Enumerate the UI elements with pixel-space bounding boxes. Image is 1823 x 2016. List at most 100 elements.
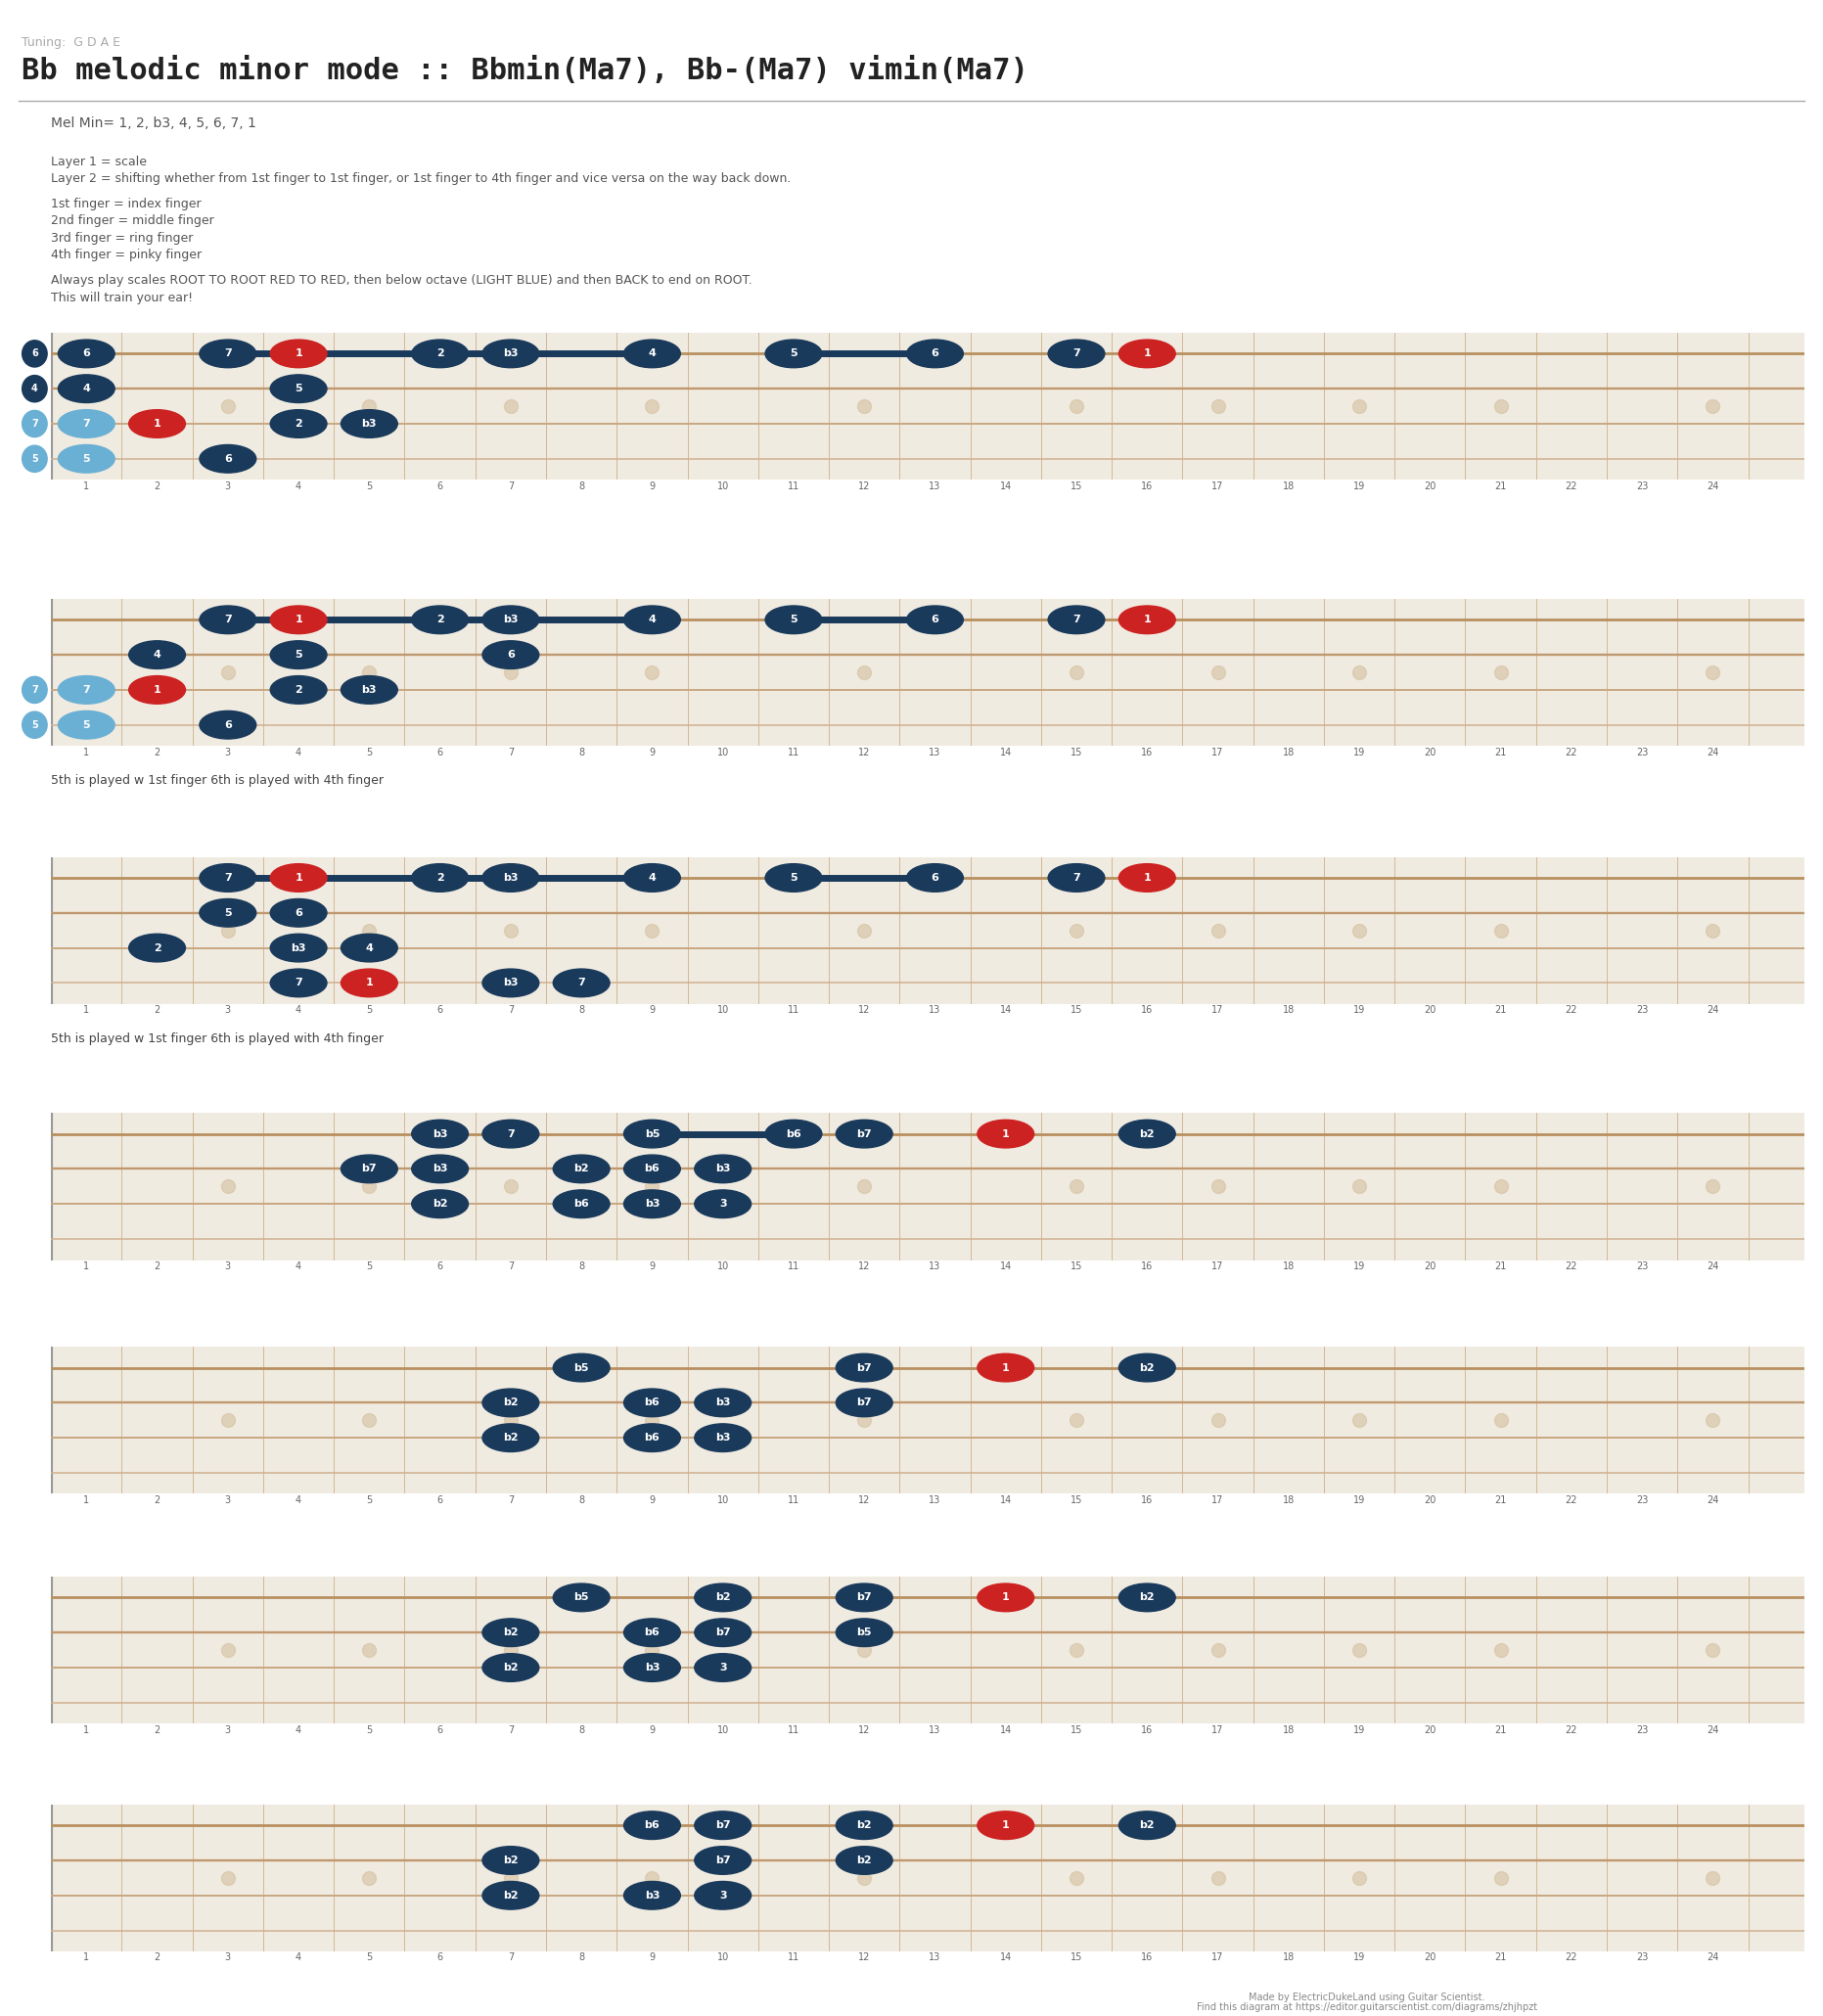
Text: b5: b5 [645,1129,660,1139]
Text: 5: 5 [295,383,303,393]
Text: 7: 7 [224,873,232,883]
Text: Find this diagram at https://editor.guitarscientist.com/diagrams/zhjhpzt: Find this diagram at https://editor.guit… [1198,2002,1537,2012]
Circle shape [483,1619,540,1647]
Circle shape [129,409,186,437]
Text: 6: 6 [31,349,38,359]
Circle shape [412,863,469,891]
Circle shape [483,863,540,891]
Text: 2nd finger = middle finger: 2nd finger = middle finger [51,216,215,228]
Circle shape [1119,1583,1176,1611]
Text: 7: 7 [1072,873,1081,883]
Circle shape [483,641,540,669]
Text: 2: 2 [436,873,443,883]
Circle shape [623,1810,680,1839]
Circle shape [270,675,326,704]
Text: 7: 7 [224,615,232,625]
Circle shape [837,1353,893,1381]
Circle shape [1048,605,1105,633]
Text: 1: 1 [1143,615,1150,625]
Circle shape [270,339,326,367]
Circle shape [270,933,326,962]
Circle shape [837,1619,893,1647]
Circle shape [199,863,255,891]
Text: b5: b5 [574,1593,589,1603]
Text: 1: 1 [1003,1593,1010,1603]
Text: 1: 1 [1003,1129,1010,1139]
Circle shape [58,375,115,403]
Text: This will train your ear!: This will train your ear! [51,290,193,304]
Circle shape [483,970,540,998]
Text: b3: b3 [503,873,518,883]
Text: 5th is played w 1st finger 6th is played with 4th finger: 5th is played w 1st finger 6th is played… [51,1032,385,1044]
Text: b7: b7 [857,1363,871,1373]
Text: b7: b7 [715,1820,731,1831]
Circle shape [623,1653,680,1681]
Circle shape [483,1389,540,1417]
Text: b7: b7 [857,1129,871,1139]
Text: b3: b3 [361,419,377,429]
Circle shape [483,1119,540,1147]
Circle shape [58,446,115,474]
Text: 5: 5 [295,649,303,659]
Text: 6: 6 [224,720,232,730]
Circle shape [1119,605,1176,633]
Text: 5: 5 [31,720,38,730]
Circle shape [977,1119,1034,1147]
Text: 1: 1 [295,349,303,359]
Circle shape [199,605,255,633]
Circle shape [766,605,822,633]
Text: 1st finger = index finger: 1st finger = index finger [51,198,201,210]
Circle shape [483,605,540,633]
Text: b3: b3 [645,1663,660,1673]
Text: 6: 6 [224,454,232,464]
Circle shape [199,339,255,367]
Circle shape [623,1155,680,1183]
Text: 6: 6 [932,349,939,359]
Circle shape [766,863,822,891]
Text: 4: 4 [649,349,656,359]
Circle shape [837,1810,893,1839]
Circle shape [552,1155,609,1183]
Text: 4th finger = pinky finger: 4th finger = pinky finger [51,250,202,262]
Circle shape [22,446,47,472]
Circle shape [1119,1353,1176,1381]
Circle shape [623,1423,680,1452]
Text: 1: 1 [295,615,303,625]
Text: 5: 5 [31,454,38,464]
Text: 5: 5 [224,907,232,917]
Text: Layer 2 = shifting whether from 1st finger to 1st finger, or 1st finger to 4th f: Layer 2 = shifting whether from 1st fing… [51,173,791,185]
Circle shape [412,1155,469,1183]
Text: b6: b6 [644,1163,660,1173]
Circle shape [1048,339,1105,367]
Circle shape [483,1653,540,1681]
Circle shape [341,1155,397,1183]
Circle shape [22,341,47,367]
Circle shape [129,933,186,962]
Text: b7: b7 [857,1593,871,1603]
Circle shape [837,1389,893,1417]
Text: 1: 1 [365,978,374,988]
Text: b2: b2 [1139,1129,1154,1139]
Text: b6: b6 [644,1397,660,1407]
Text: 7: 7 [82,685,89,696]
Text: b2: b2 [503,1397,518,1407]
Text: b5: b5 [574,1363,589,1373]
Circle shape [22,375,47,401]
Text: 1: 1 [1143,349,1150,359]
Circle shape [270,641,326,669]
Circle shape [129,675,186,704]
Text: 7: 7 [1072,615,1081,625]
Circle shape [977,1353,1034,1381]
Circle shape [1119,1810,1176,1839]
Circle shape [623,1389,680,1417]
Circle shape [623,339,680,367]
Text: b7: b7 [857,1397,871,1407]
Text: b6: b6 [644,1820,660,1831]
Circle shape [837,1847,893,1875]
Circle shape [483,339,540,367]
Text: 5th is played w 1st finger 6th is played with 4th finger: 5th is played w 1st finger 6th is played… [51,774,385,786]
Text: b2: b2 [1139,1363,1154,1373]
Circle shape [483,1423,540,1452]
Text: 7: 7 [31,419,38,429]
Text: Layer 1 = scale: Layer 1 = scale [51,155,148,167]
